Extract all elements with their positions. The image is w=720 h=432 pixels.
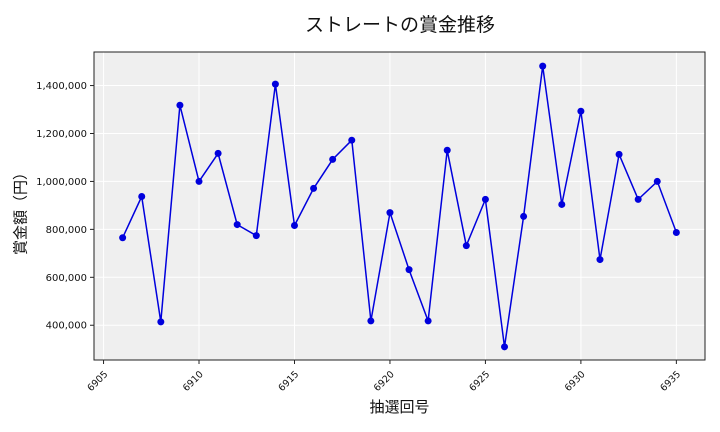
data-point [443, 146, 451, 154]
series-line [121, 65, 678, 347]
data-point [119, 234, 127, 242]
data-point [157, 318, 165, 326]
plot-area [94, 52, 705, 360]
data-point [386, 209, 394, 217]
x-tick-label: 6915 [276, 369, 301, 394]
data-point [577, 107, 585, 115]
data-point [424, 317, 432, 325]
data-point [348, 136, 356, 144]
data-point [501, 343, 509, 351]
y-axis-label: 賞金額（円） [12, 165, 30, 255]
data-point [367, 317, 375, 325]
data-point [481, 195, 489, 203]
y-tick-label: 1,400,000 [36, 81, 87, 92]
y-tick-label: 400,000 [46, 321, 87, 332]
data-point [271, 80, 279, 88]
data-point [539, 62, 547, 70]
data-point [138, 193, 146, 201]
data-point [653, 177, 661, 185]
y-tick-label: 1,000,000 [36, 177, 87, 188]
x-tick-label: 6925 [467, 369, 492, 394]
y-tick-label: 1,200,000 [36, 129, 87, 140]
x-tick-label: 6930 [563, 369, 588, 394]
data-point [462, 242, 470, 250]
data-point [176, 101, 184, 109]
data-point [634, 195, 642, 203]
chart-title: ストレートの賞金推移 [304, 14, 495, 36]
plot-frame [93, 51, 706, 361]
x-tick-label: 6935 [658, 369, 683, 394]
data-point [405, 266, 413, 274]
x-tick-label: 6920 [372, 369, 397, 394]
x-axis-label: 抽選回号 [369, 398, 430, 416]
data-point [672, 228, 680, 236]
y-tick-label: 800,000 [46, 225, 87, 236]
data-point [615, 150, 623, 158]
x-tick-label: 6910 [181, 369, 206, 394]
data-point [520, 212, 528, 220]
data-point [596, 256, 604, 264]
data-point [233, 221, 241, 229]
data-point [329, 155, 337, 163]
y-axis-label-text: 賞金額（円） [12, 165, 30, 255]
data-point [558, 200, 566, 208]
data-point [290, 222, 298, 230]
y-tick-label: 600,000 [46, 273, 87, 284]
x-tick-label: 6905 [85, 369, 110, 394]
data-point [310, 184, 318, 192]
data-point [195, 177, 203, 185]
data-point [214, 149, 222, 157]
data-point [252, 232, 260, 240]
